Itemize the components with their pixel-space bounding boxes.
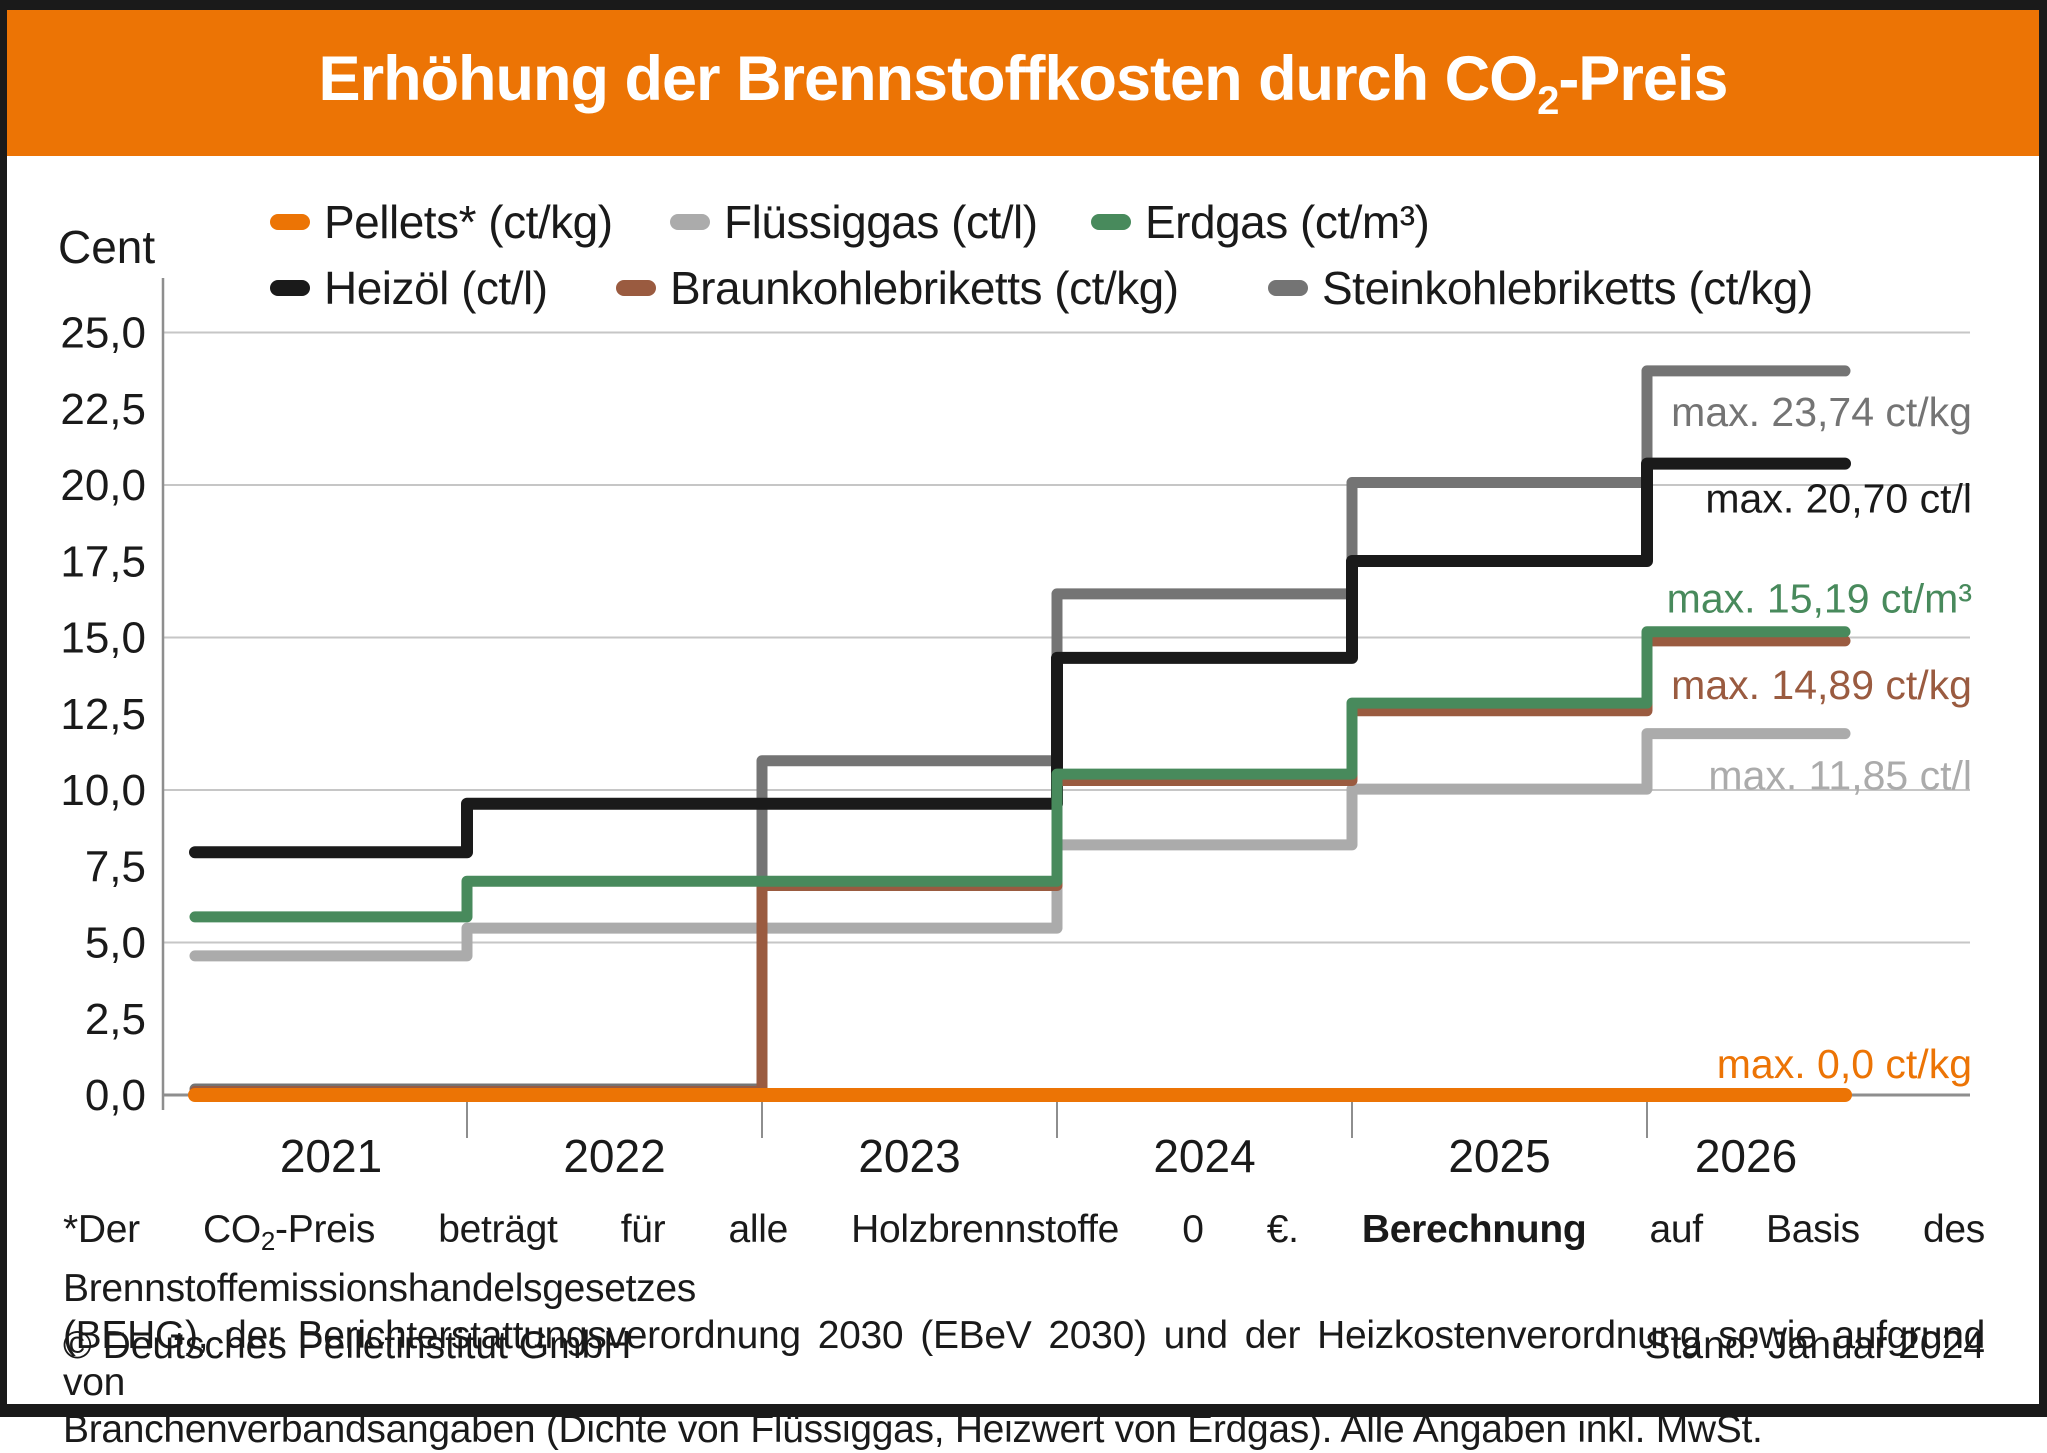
x-tick-label: 2024 [1153, 1130, 1255, 1182]
series-line-heizoel [189, 457, 1851, 859]
legend-marker-steinkohle [1268, 280, 1308, 296]
max-label-pellets: max. 0,0 ct/kg [1717, 1041, 1972, 1087]
legend-label-erdgas: Erdgas (ct/m³) [1145, 196, 1430, 248]
legend-label-fluessiggas: Flüssiggas (ct/l) [724, 196, 1038, 248]
y-tick-label: 22,5 [60, 385, 146, 434]
step-chart: 25,0 22,5 20,0 17,5 15,0 12,5 10,0 7,5 5,0 2,5 0,0… [58, 221, 1972, 1182]
y-tick-label: 7,5 [85, 842, 146, 891]
max-label-heizoel: max. 20,70 ct/l [1705, 476, 1972, 522]
page-title: Erhöhung der Brennstoffkosten durch CO2-… [318, 43, 1729, 123]
legend-label-steinkohle: Steinkohlebriketts (ct/kg) [1322, 262, 1813, 314]
legend-item-pellets: Pellets* (ct/kg) [270, 196, 613, 248]
legend-marker-heizoel [270, 280, 310, 296]
legend-item-heizoel: Heizöl (ct/l) [270, 262, 548, 314]
y-tick-label: 5,0 [85, 919, 146, 968]
x-tick-label: 2023 [858, 1130, 960, 1182]
series-line-erdgas [189, 626, 1851, 923]
legend-marker-braunkohle [616, 280, 656, 296]
y-tick-label: 20,0 [60, 461, 146, 510]
legend-label-braunkohle: Braunkohlebriketts (ct/kg) [670, 262, 1179, 314]
legend-marker-fluessiggas [670, 214, 710, 230]
footnote-line-3: Branchenverbandsangaben (Dichte von Flüs… [63, 1408, 1763, 1451]
max-label-steinkohle: max. 23,74 ct/kg [1671, 389, 1972, 435]
x-tick-label: 2021 [280, 1130, 382, 1182]
x-tick-label: 2025 [1448, 1130, 1550, 1182]
legend-item-erdgas: Erdgas (ct/m³) [1091, 196, 1430, 248]
max-label-braunkohle: max. 14,89 ct/kg [1671, 662, 1972, 708]
legend-item-fluessiggas: Flüssiggas (ct/l) [670, 196, 1038, 248]
series-line-steinkohle [189, 365, 1851, 1095]
y-tick-label: 17,5 [60, 537, 146, 586]
x-tick-label: 2026 [1695, 1130, 1797, 1182]
legend-label-pellets: Pellets* (ct/kg) [324, 196, 613, 248]
y-tick-label: 10,0 [60, 766, 146, 815]
footnote-line-2: (BEHG), der Berichterstattungsverordnung… [63, 1314, 1985, 1404]
title-bar: Erhöhung der Brennstoffkosten durch CO2-… [7, 10, 2039, 156]
max-label-fluessiggas: max. 11,85 ct/l [1708, 753, 1972, 799]
y-tick-label: 15,0 [60, 614, 146, 663]
y-tick-label: 25,0 [60, 309, 146, 358]
footnote-line-1: *Der CO2-Preis beträgt für alle Holzbren… [63, 1208, 1985, 1310]
legend-item-braunkohle: Braunkohlebriketts (ct/kg) [616, 262, 1179, 314]
legend-marker-pellets [270, 214, 310, 230]
series-line-fluessiggas [189, 728, 1851, 962]
y-axis-unit-label: Cent [58, 221, 155, 273]
footnote-co2-subscript: 2 [260, 1226, 276, 1256]
y-tick-label: 12,5 [60, 690, 146, 739]
y-tick-label: 0,0 [85, 1071, 146, 1120]
bottom-row: © Deutsches Pelletinstitut GmbH Stand: J… [63, 1324, 1985, 1368]
x-tick-label: 2022 [563, 1130, 665, 1182]
legend-label-heizoel: Heizöl (ct/l) [324, 262, 548, 314]
status-date: Stand: Januar 2024 [1644, 1324, 1985, 1367]
title-co2-subscript: 2 [1537, 78, 1559, 123]
copyright: © Deutsches Pelletinstitut GmbH [63, 1324, 632, 1367]
legend-marker-erdgas [1091, 214, 1131, 230]
max-label-erdgas: max. 15,19 ct/m³ [1667, 576, 1972, 622]
y-tick-label: 2,5 [85, 995, 146, 1044]
legend-item-steinkohle: Steinkohlebriketts (ct/kg) [1268, 262, 1813, 314]
